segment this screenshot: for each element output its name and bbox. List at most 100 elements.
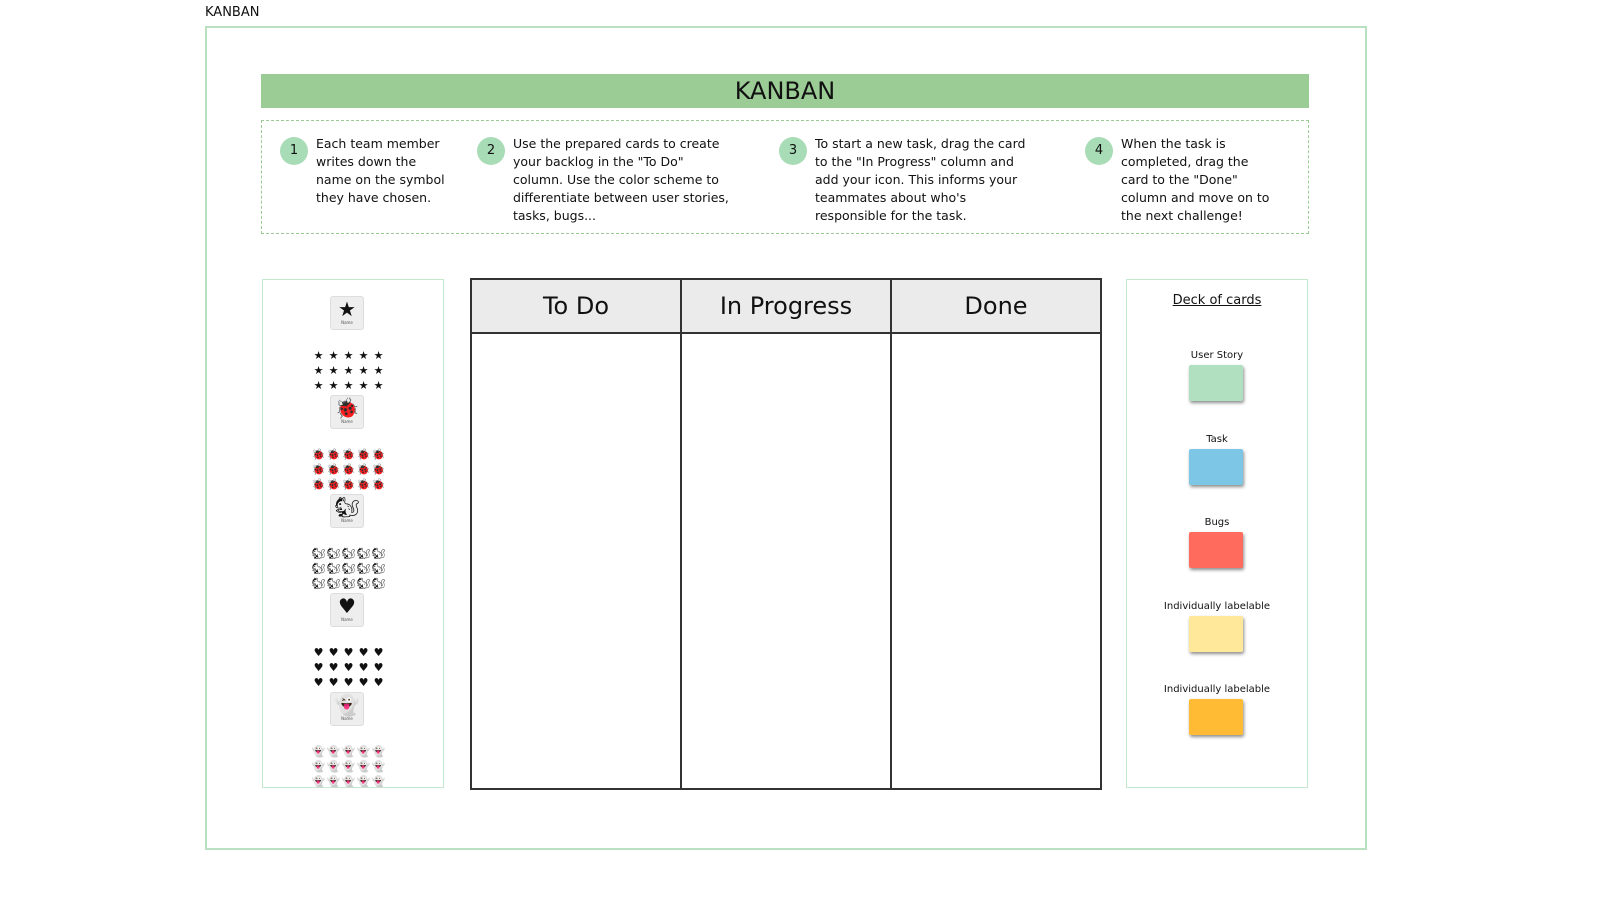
step-text: Use the prepared cards to create your ba… [513, 136, 729, 223]
step-1: 1 Each team member writes down the name o… [280, 135, 455, 207]
kanban-board: To Do In Progress Done [470, 278, 1102, 790]
squirrel-icon[interactable]: 🐿 [311, 562, 326, 575]
symbol-tile[interactable]: ♥ Name [330, 593, 364, 627]
bug-icon[interactable]: 🐞 [341, 478, 356, 491]
card-template[interactable] [1189, 532, 1243, 568]
symbol-tile[interactable]: 🐿 Name [330, 494, 364, 528]
ghost-icon[interactable]: 👻 [326, 760, 341, 773]
squirrel-icon[interactable]: 🐿 [356, 547, 371, 560]
symbol-stack: ★ ★ ★ ★ ★ ★ ★ ★ ★ ★ ★ ★ ★ ★ ★ [311, 348, 386, 393]
squirrel-icon[interactable]: 🐿 [341, 547, 356, 560]
star-icon[interactable]: ★ [373, 379, 384, 392]
card-template[interactable] [1189, 615, 1243, 652]
squirrel-icon[interactable]: 🐿 [371, 547, 386, 560]
bug-icon[interactable]: 🐞 [371, 478, 386, 491]
heart-icon[interactable]: ♥ [358, 676, 369, 689]
bug-icon[interactable]: 🐞 [356, 478, 371, 491]
bug-icon[interactable]: 🐞 [311, 463, 326, 476]
ghost-icon[interactable]: 👻 [341, 760, 356, 773]
squirrel-icon[interactable]: 🐿 [356, 562, 371, 575]
ghost-icon[interactable]: 👻 [356, 745, 371, 758]
step-number: 1 [280, 137, 308, 165]
squirrel-icon[interactable]: 🐿 [356, 577, 371, 590]
bug-icon[interactable]: 🐞 [326, 448, 341, 461]
ghost-icon[interactable]: 👻 [311, 745, 326, 758]
bug-icon[interactable]: 🐞 [326, 463, 341, 476]
symbol-name: Name [341, 518, 353, 523]
bug-icon[interactable]: 🐞 [371, 448, 386, 461]
star-icon[interactable]: ★ [328, 349, 339, 362]
ghost-icon[interactable]: 👻 [356, 775, 371, 788]
bug-icon[interactable]: 🐞 [341, 463, 356, 476]
squirrel-icon[interactable]: 🐿 [326, 547, 341, 560]
bug-icon[interactable]: 🐞 [326, 478, 341, 491]
heart-icon[interactable]: ♥ [373, 676, 384, 689]
heart-icon[interactable]: ♥ [313, 661, 324, 674]
star-icon[interactable]: ★ [328, 379, 339, 392]
star-icon[interactable]: ★ [343, 349, 354, 362]
star-icon[interactable]: ★ [313, 364, 324, 377]
card-template[interactable] [1189, 448, 1243, 485]
squirrel-icon[interactable]: 🐿 [311, 577, 326, 590]
heart-icon[interactable]: ♥ [343, 661, 354, 674]
star-icon[interactable]: ★ [313, 349, 324, 362]
ghost-icon[interactable]: 👻 [341, 775, 356, 788]
bug-icon[interactable]: 🐞 [371, 463, 386, 476]
squirrel-icon[interactable]: 🐿 [371, 562, 386, 575]
squirrel-icon[interactable]: 🐿 [371, 577, 386, 590]
ghost-icon[interactable]: 👻 [326, 775, 341, 788]
bug-icon[interactable]: 🐞 [341, 448, 356, 461]
star-icon[interactable]: ★ [313, 379, 324, 392]
squirrel-icon[interactable]: 🐿 [326, 577, 341, 590]
heart-icon[interactable]: ♥ [358, 646, 369, 659]
ghost-icon[interactable]: 👻 [341, 745, 356, 758]
heart-icon[interactable]: ♥ [358, 661, 369, 674]
squirrel-icon[interactable]: 🐿 [326, 562, 341, 575]
card-template[interactable] [1189, 699, 1243, 735]
heart-icon[interactable]: ♥ [373, 661, 384, 674]
bug-icon[interactable]: 🐞 [311, 478, 326, 491]
column-done[interactable]: Done [892, 280, 1100, 788]
card-template[interactable] [1189, 365, 1243, 401]
squirrel-icon: 🐿 [334, 495, 360, 519]
heart-icon[interactable]: ♥ [313, 646, 324, 659]
ghost-icon[interactable]: 👻 [311, 760, 326, 773]
bug-icon[interactable]: 🐞 [356, 448, 371, 461]
ghost-icon[interactable]: 👻 [371, 760, 386, 773]
star-icon[interactable]: ★ [358, 349, 369, 362]
squirrel-icon[interactable]: 🐿 [341, 577, 356, 590]
squirrel-icon[interactable]: 🐿 [341, 562, 356, 575]
star-icon[interactable]: ★ [373, 364, 384, 377]
ghost-icon[interactable]: 👻 [326, 745, 341, 758]
symbol-tile[interactable]: ★ Name [330, 296, 364, 330]
heart-icon[interactable]: ♥ [343, 646, 354, 659]
heart-icon[interactable]: ♥ [343, 676, 354, 689]
star-icon[interactable]: ★ [343, 364, 354, 377]
star-icon[interactable]: ★ [373, 349, 384, 362]
symbol-tile[interactable]: 👻 Name [330, 692, 364, 726]
column-todo[interactable]: To Do [472, 280, 682, 788]
column-header: To Do [472, 280, 680, 334]
star-icon[interactable]: ★ [358, 364, 369, 377]
bug-icon[interactable]: 🐞 [311, 448, 326, 461]
heart-icon[interactable]: ♥ [328, 661, 339, 674]
star-icon[interactable]: ★ [328, 364, 339, 377]
ghost-icon[interactable]: 👻 [311, 775, 326, 788]
heart-icon[interactable]: ♥ [328, 646, 339, 659]
heart-icon[interactable]: ♥ [328, 676, 339, 689]
heart-icon[interactable]: ♥ [373, 646, 384, 659]
ghost-icon[interactable]: 👻 [371, 745, 386, 758]
column-in-progress[interactable]: In Progress [682, 280, 892, 788]
step-text: When the task is completed, drag the car… [1121, 136, 1270, 223]
bug-icon[interactable]: 🐞 [356, 463, 371, 476]
squirrel-icon[interactable]: 🐿 [311, 547, 326, 560]
star-icon[interactable]: ★ [358, 379, 369, 392]
star-icon: ★ [338, 297, 356, 321]
heart-icon[interactable]: ♥ [313, 676, 324, 689]
symbol-tile[interactable]: 🐞 Name [330, 395, 364, 429]
ghost-icon[interactable]: 👻 [356, 760, 371, 773]
star-icon[interactable]: ★ [343, 379, 354, 392]
step-3: 3 To start a new task, drag the card to t… [779, 135, 1039, 225]
symbol-name: Name [341, 617, 353, 622]
ghost-icon[interactable]: 👻 [371, 775, 386, 788]
